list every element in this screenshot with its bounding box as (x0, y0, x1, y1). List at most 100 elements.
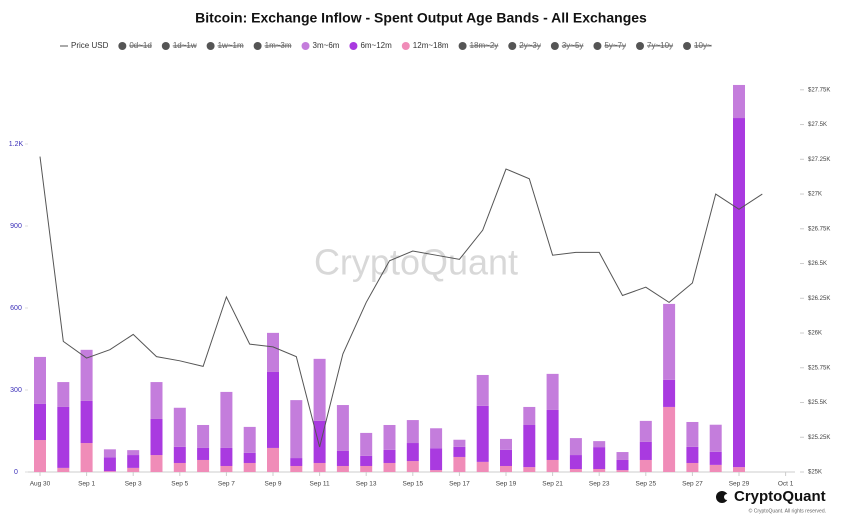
brand-logo-cut (724, 494, 730, 500)
x-tick-label: Sep 1 (78, 481, 95, 488)
bar-segment (103, 449, 116, 458)
bar-segment (709, 424, 722, 452)
y2-tick-label: $27.75K (808, 87, 830, 93)
x-tick-label: Sep 15 (402, 481, 423, 488)
bar-segment (453, 456, 466, 472)
bar-segment (453, 446, 466, 457)
bar-segment (406, 443, 419, 462)
x-tick-label: Aug 30 (30, 481, 51, 488)
bar-segment (383, 462, 396, 472)
bar-segment (336, 405, 349, 451)
y2-tick-label: $26.5K (808, 261, 827, 267)
y-tick-label: 0 (14, 469, 18, 476)
bar-segment (173, 446, 186, 463)
bar-segment (500, 465, 512, 472)
bar-segment (360, 432, 373, 456)
bar-segment (336, 465, 349, 472)
y2-tick-label: $27.5K (808, 122, 827, 128)
bar-segment (290, 400, 303, 459)
bar-segment (476, 405, 489, 462)
y2-tick-label: $26.75K (808, 226, 830, 232)
bar-segment (103, 457, 116, 472)
bar-segment (569, 468, 582, 472)
chart-title: Bitcoin: Exchange Inflow - Spent Output … (195, 10, 647, 26)
bar-segment (360, 455, 373, 466)
legend-swatch (161, 42, 170, 50)
bar-segment (220, 391, 233, 448)
brand: CryptoQuant (734, 488, 826, 505)
x-tick-label: Sep 13 (356, 481, 377, 488)
x-tick-label: Oct 1 (778, 481, 794, 488)
bar-segment (267, 371, 279, 448)
bar-segment (569, 455, 582, 469)
bar-segment (197, 424, 210, 448)
bar-segment (127, 467, 140, 472)
bar-segment (220, 447, 233, 466)
bar-segment (709, 464, 722, 472)
bar-segment (709, 451, 722, 465)
bar-segment (500, 449, 512, 466)
bar-segment (313, 358, 326, 421)
bar-segment (243, 452, 256, 463)
x-tick-label: Sep 27 (682, 481, 703, 488)
bar-segment (220, 465, 233, 472)
bar-segment (476, 374, 489, 406)
legend-swatch (550, 42, 559, 50)
bar-segment (593, 468, 606, 472)
bar-segment (546, 409, 559, 460)
bar-segment (360, 465, 373, 472)
y-tick-label: 900 (10, 223, 22, 230)
bar-segment (313, 420, 326, 463)
bar-segment (336, 450, 349, 466)
bar-segment (663, 379, 676, 407)
bar-segment (406, 420, 419, 444)
x-tick-label: Sep 25 (635, 481, 656, 488)
bar-segment (80, 443, 93, 472)
bar-segment (80, 349, 93, 401)
bar-segment (686, 421, 699, 447)
bar-segment (267, 447, 279, 472)
x-tick-label: Sep 17 (449, 481, 470, 488)
bar-segment (616, 470, 629, 472)
bar-segment (313, 462, 326, 472)
bar-segment (546, 459, 559, 472)
bar-segment (546, 373, 559, 410)
bar-segment (476, 461, 489, 472)
y-tick-label: 300 (10, 387, 22, 394)
legend-swatch (683, 42, 692, 50)
bar-segment (686, 446, 699, 463)
y2-tick-label: $26.25K (808, 296, 830, 302)
bar-segment (34, 356, 46, 404)
bar-segment (686, 462, 699, 472)
legend-swatch (253, 42, 262, 50)
y2-tick-label: $25K (808, 470, 822, 476)
y-tick-label: 1.2K (9, 141, 24, 148)
bar-segment (80, 400, 93, 444)
bar-segment (406, 461, 419, 472)
x-tick-label: Sep 21 (542, 481, 563, 488)
bar-segment (150, 418, 163, 456)
bar-segment (57, 467, 70, 472)
legend-swatch (401, 42, 410, 50)
bar-segment (639, 420, 652, 442)
bar-segment (523, 467, 536, 472)
y2-tick-label: $25.75K (808, 365, 830, 371)
bar-segment (523, 406, 536, 425)
bar-segment (616, 459, 629, 471)
bar-segment (34, 440, 46, 472)
bar-segment (593, 441, 606, 448)
bar-segment (243, 426, 256, 453)
bar-segment (639, 459, 652, 472)
bar-segment (663, 406, 676, 472)
y2-tick-label: $25.25K (808, 435, 830, 441)
bar-segment (569, 438, 582, 456)
legend-swatch (636, 42, 645, 50)
bar-segment (103, 471, 116, 472)
bar-segment (150, 455, 163, 472)
bar-segment (500, 438, 512, 450)
bar-segment (127, 455, 140, 468)
bar-segment (267, 332, 279, 372)
legend-label: Price USD (71, 41, 109, 50)
legend-swatch (458, 42, 467, 50)
